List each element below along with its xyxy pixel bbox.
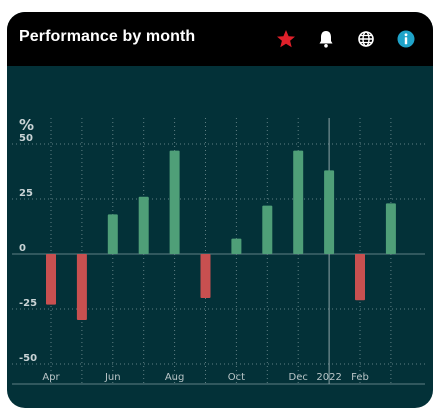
bar-jun (107, 214, 118, 254)
x-tick-label: Jun (104, 372, 121, 383)
bar-mar (385, 203, 396, 254)
chart-card: Performance by month % 50 25 0 -25 -50 Apr Jun A… (7, 12, 433, 408)
x-tick-label: Apr (42, 372, 60, 383)
x-tick-label: 2022 (316, 372, 341, 383)
bar-sep (200, 254, 211, 298)
y-tick-label: -25 (19, 298, 37, 309)
x-tick-label: Dec (289, 372, 308, 383)
chart-grid (12, 118, 425, 385)
chart-bars (46, 150, 396, 320)
card-header: Performance by month (7, 12, 433, 66)
chart-area: % 50 25 0 -25 -50 Apr Jun Aug Oct Dec 2022 Feb (7, 66, 433, 408)
y-axis-unit: % (19, 116, 34, 134)
bar-feb (355, 254, 365, 301)
bell-icon[interactable] (315, 28, 337, 50)
y-tick-label: -50 (19, 353, 37, 364)
bar-dec (293, 150, 304, 254)
y-tick-label: 25 (19, 188, 33, 199)
chart-labels: %50 25 0 -25 -50 Apr Jun Aug Oct Dec 2022 Feb (19, 116, 369, 383)
globe-icon[interactable] (355, 28, 377, 50)
bar-chart: %50 25 0 -25 -50 Apr Jun Aug Oct Dec 2022 Feb (12, 116, 425, 385)
card-title: Performance by month (19, 28, 196, 45)
bar-aug (169, 150, 180, 254)
bar-jan (324, 170, 335, 254)
x-tick-label: Oct (228, 372, 245, 383)
bar-apr (46, 254, 56, 305)
bar-jul (138, 196, 149, 254)
y-tick-label: 0 (19, 243, 26, 254)
x-tick-label: Aug (165, 372, 185, 383)
x-tick-label: Feb (351, 372, 369, 383)
star-icon[interactable] (275, 28, 297, 50)
info-icon[interactable] (395, 28, 417, 50)
bar-may (76, 254, 87, 320)
y-tick-label: 50 (19, 133, 33, 144)
bar-nov (262, 205, 273, 254)
bar-oct (231, 238, 242, 254)
